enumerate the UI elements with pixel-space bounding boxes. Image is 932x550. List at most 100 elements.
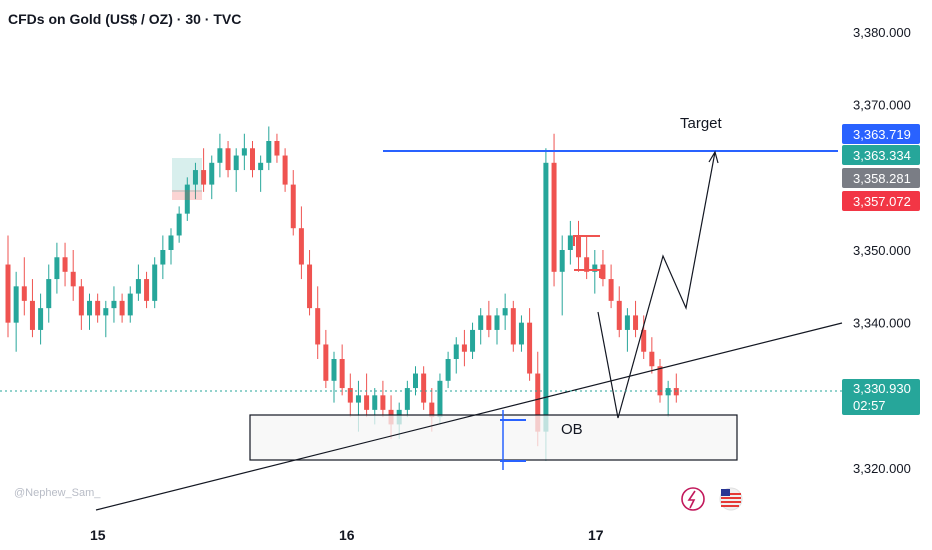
watermark: @Nephew_Sam_ xyxy=(14,487,101,499)
candle xyxy=(127,286,133,323)
candle xyxy=(250,141,255,178)
candle xyxy=(290,170,296,236)
candle xyxy=(70,250,76,301)
candle xyxy=(315,286,321,359)
candle xyxy=(217,133,223,178)
candle xyxy=(339,344,345,396)
price-badge-label: 3,357.072 xyxy=(853,194,911,209)
candle xyxy=(5,235,11,338)
ob-label: OB xyxy=(561,421,583,438)
price-badge-label: 3,363.334 xyxy=(853,148,911,163)
candle xyxy=(347,373,353,418)
price-badge-label: 3,363.719 xyxy=(853,127,911,142)
candle xyxy=(633,300,639,338)
candle xyxy=(233,148,239,192)
candle xyxy=(600,250,606,287)
candle xyxy=(567,220,573,265)
candle xyxy=(641,315,647,359)
candle xyxy=(478,308,484,345)
candle xyxy=(209,155,215,200)
candle xyxy=(119,293,125,323)
price-badge: 3,358.281 xyxy=(842,168,920,188)
candle xyxy=(624,308,630,352)
price-badge: 3,363.334 xyxy=(842,145,920,165)
candle xyxy=(225,141,231,178)
candle xyxy=(461,329,467,367)
candles-layer xyxy=(5,126,679,461)
candle xyxy=(111,286,117,323)
candle xyxy=(413,366,418,396)
lightning-icon[interactable] xyxy=(681,487,705,511)
x-tick-16: 16 xyxy=(339,527,355,543)
candle xyxy=(54,242,60,294)
candle xyxy=(168,228,174,265)
trendline xyxy=(95,322,843,511)
candle xyxy=(103,300,109,338)
y-tick-label: 3,380.000 xyxy=(853,25,911,40)
candle xyxy=(266,126,272,171)
target-arrowhead xyxy=(708,150,719,164)
us-flag-icon[interactable] xyxy=(719,487,743,511)
candle xyxy=(380,380,386,418)
candle xyxy=(135,264,141,301)
candle xyxy=(13,271,19,352)
candle xyxy=(201,148,207,192)
candle xyxy=(21,257,27,316)
candle xyxy=(657,359,663,403)
candle xyxy=(78,279,84,330)
candle xyxy=(494,308,500,345)
y-tick-label: 3,320.000 xyxy=(853,461,911,476)
candle xyxy=(87,293,92,330)
candle xyxy=(364,373,370,418)
candle xyxy=(486,300,492,338)
candle xyxy=(282,148,288,192)
candle xyxy=(592,250,598,294)
red-marker-top xyxy=(573,235,600,246)
candle xyxy=(298,206,304,280)
price-badge-label: 3,358.281 xyxy=(853,171,911,186)
candle xyxy=(559,235,565,316)
order-block-box xyxy=(249,414,738,461)
candle xyxy=(160,235,166,280)
candle xyxy=(421,366,427,410)
shaded-zone-green xyxy=(172,158,202,192)
x-tick-17: 17 xyxy=(588,527,604,543)
candle xyxy=(176,206,182,243)
candle xyxy=(241,133,247,171)
candle xyxy=(192,162,198,200)
candle xyxy=(608,264,614,309)
x-tick-15: 15 xyxy=(90,527,106,543)
chart-title: CFDs on Gold (US$ / OZ) · 30 · TVC xyxy=(8,11,241,27)
candle xyxy=(502,293,508,330)
candle xyxy=(274,133,280,163)
candle xyxy=(445,351,451,389)
candle xyxy=(543,148,549,461)
candle xyxy=(307,250,313,316)
candle xyxy=(331,351,337,403)
countdown-value: 02:57 xyxy=(853,398,886,413)
candle xyxy=(29,279,35,338)
candle xyxy=(152,257,158,309)
candle xyxy=(551,133,557,287)
candle xyxy=(673,373,679,403)
candle xyxy=(95,293,101,323)
price-badge: 3,357.072 xyxy=(842,191,920,211)
candle xyxy=(323,329,329,389)
candle xyxy=(649,337,655,374)
level-badges: 3,363.719 3,363.334 3,358.281 3,357.072 xyxy=(842,124,920,211)
candle xyxy=(665,380,671,418)
candle xyxy=(584,235,590,280)
candle xyxy=(184,177,190,221)
y-axis: 3,380.000 3,370.000 3,350.000 3,340.000 3,32… xyxy=(853,25,911,476)
last-price-value: 3,330.930 xyxy=(853,381,911,396)
candle xyxy=(616,286,622,338)
projection-path xyxy=(597,151,716,419)
candle xyxy=(404,380,410,418)
y-tick-label: 3,340.000 xyxy=(853,316,911,331)
price-badge: 3,363.719 xyxy=(842,124,920,144)
target-label: Target xyxy=(680,115,723,132)
candle xyxy=(453,337,459,374)
candle xyxy=(62,242,68,287)
candle xyxy=(527,308,533,381)
